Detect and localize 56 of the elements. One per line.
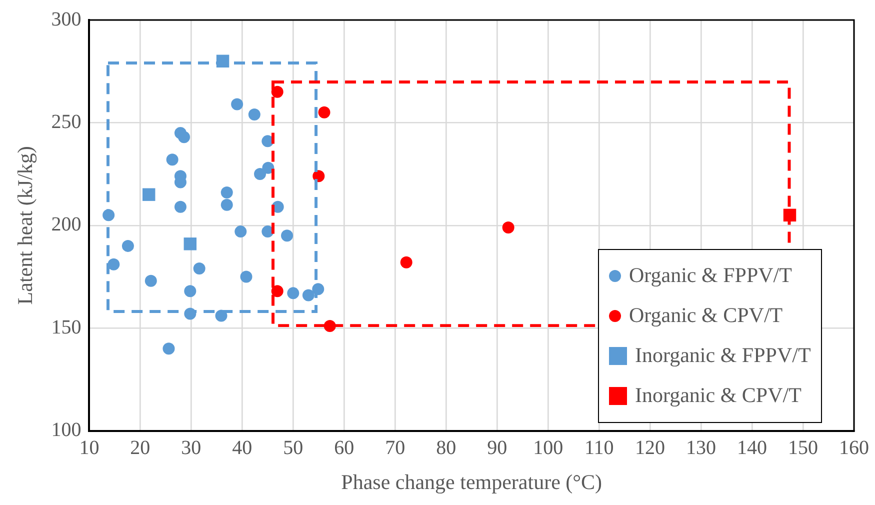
legend-label: Organic & FPPV/T bbox=[629, 263, 792, 288]
point bbox=[234, 226, 247, 238]
y-tick-label: 150 bbox=[51, 316, 82, 338]
legend-label: Inorganic & CPV/T bbox=[635, 383, 802, 408]
point bbox=[231, 98, 244, 110]
x-tick-label: 10 bbox=[79, 437, 100, 460]
point bbox=[220, 186, 233, 199]
point bbox=[184, 285, 196, 298]
y-tick-label: 100 bbox=[51, 419, 82, 442]
point bbox=[122, 240, 134, 252]
x-tick-label: 160 bbox=[839, 437, 869, 460]
point bbox=[502, 221, 514, 234]
point bbox=[144, 274, 157, 287]
point bbox=[178, 131, 190, 144]
point bbox=[287, 287, 300, 300]
point bbox=[312, 170, 325, 182]
point bbox=[220, 198, 233, 211]
point bbox=[174, 200, 186, 213]
point bbox=[400, 256, 412, 268]
y-axis-title: Latent heat (kJ/kg) bbox=[13, 146, 38, 305]
legend-label: Organic & CPV/T bbox=[629, 303, 783, 328]
point bbox=[166, 154, 178, 166]
point bbox=[184, 238, 197, 250]
point bbox=[193, 262, 206, 275]
x-tick-label: 80 bbox=[436, 437, 456, 460]
point bbox=[108, 258, 120, 270]
x-tick-label: 130 bbox=[686, 437, 716, 460]
x-tick-label: 150 bbox=[788, 437, 818, 460]
y-tick-label: 250 bbox=[51, 110, 82, 133]
point bbox=[162, 342, 175, 355]
point bbox=[262, 226, 274, 238]
x-tick-label: 20 bbox=[130, 437, 150, 460]
point bbox=[240, 270, 252, 283]
y-tick-label: 200 bbox=[51, 214, 82, 236]
point bbox=[248, 108, 260, 120]
x-tick-label: 140 bbox=[737, 437, 768, 460]
point bbox=[142, 188, 156, 201]
y-tick-label: 300 bbox=[51, 8, 82, 30]
point bbox=[318, 106, 330, 118]
point bbox=[271, 285, 284, 298]
point bbox=[302, 289, 314, 302]
point bbox=[262, 135, 274, 148]
x-tick-label: 30 bbox=[181, 437, 202, 460]
x-tick-label: 90 bbox=[487, 437, 508, 460]
x-tick-label: 100 bbox=[533, 437, 564, 460]
x-tick-label: 40 bbox=[232, 437, 252, 460]
x-tick-label: 70 bbox=[385, 437, 406, 460]
x-tick-label: 50 bbox=[283, 437, 304, 460]
point bbox=[281, 230, 294, 242]
x-axis-title: Phase change temperature (°C) bbox=[341, 470, 602, 494]
legend-label: Inorganic & FPPV/T bbox=[635, 343, 811, 368]
x-tick-label: 60 bbox=[334, 437, 354, 460]
point bbox=[271, 86, 284, 98]
x-tick-label: 110 bbox=[584, 437, 614, 460]
x-tick-label: 120 bbox=[635, 437, 666, 460]
point bbox=[254, 168, 266, 180]
